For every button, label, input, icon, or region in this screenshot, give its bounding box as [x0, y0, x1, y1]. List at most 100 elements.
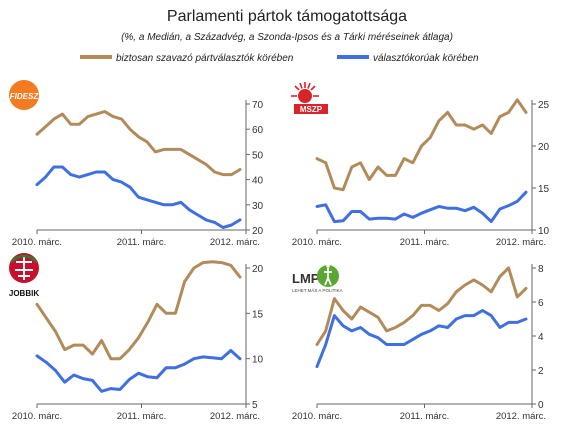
- mszp-logo-bar: [294, 104, 328, 114]
- jobbik-data-point-decided-voters: [91, 353, 94, 355]
- mszp-data-point-all-adults: [368, 218, 371, 221]
- jobbik-x-tick-label: 2012. márc.: [210, 411, 260, 422]
- mszp-data-point-all-adults: [472, 206, 475, 209]
- jobbik-data-point-decided-voters: [174, 312, 177, 315]
- fidesz-data-point-all-adults: [188, 208, 191, 211]
- jobbik-data-point-all-adults: [229, 349, 232, 352]
- lmp-x-tick-label: 2010. márc.: [292, 411, 342, 422]
- lmp-data-point-all-adults: [342, 324, 344, 327]
- lmp-data-point-all-adults: [377, 336, 379, 339]
- lmp-data-point-decided-voters: [316, 343, 318, 346]
- fidesz-data-point-all-adults: [120, 181, 123, 184]
- mszp-data-point-all-adults: [481, 212, 484, 215]
- lmp-data-point-all-adults: [316, 365, 318, 368]
- lmp-y-tick-label: 2: [538, 366, 544, 377]
- jobbik-data-point-all-adults: [63, 381, 66, 384]
- lmp-data-point-decided-voters: [333, 297, 336, 300]
- jobbik-data-point-decided-voters: [156, 303, 158, 306]
- fidesz-data-point-all-adults: [61, 166, 64, 168]
- lmp-data-point-decided-voters: [429, 304, 432, 307]
- jobbik-logo: JOBBIK: [9, 253, 39, 298]
- fidesz-y-tick-label: 50: [252, 150, 264, 161]
- jobbik-data-point-decided-voters: [193, 267, 195, 269]
- lmp-data-point-decided-voters: [438, 309, 440, 312]
- lmp-data-point-decided-voters: [446, 302, 449, 305]
- lmp-logo-caption: LEHET MÁS A POLITIKA: [292, 287, 343, 293]
- mszp-data-point-decided-voters: [324, 161, 327, 164]
- chart-title: Parlamenti pártok támogatottsága: [167, 8, 407, 25]
- fidesz-y-tick-label: 30: [252, 201, 264, 212]
- fidesz-data-point-all-adults: [213, 221, 216, 224]
- fidesz-data-point-all-adults: [171, 203, 174, 206]
- mszp-data-point-all-adults: [403, 213, 405, 215]
- mszp-data-point-decided-voters: [525, 111, 527, 114]
- fidesz-data-point-decided-voters: [213, 171, 216, 173]
- jobbik-data-point-all-adults: [100, 390, 103, 393]
- jobbik-data-point-all-adults: [54, 369, 57, 372]
- jobbik-data-point-all-adults: [82, 377, 84, 380]
- mszp-logo: MSZP: [291, 82, 328, 114]
- legend: biztosan szavazó pártválasztók körében v…: [80, 53, 479, 64]
- lmp-data-point-all-adults: [438, 324, 440, 327]
- jobbik-data-point-all-adults: [156, 376, 158, 379]
- mszp-data-point-all-adults: [359, 210, 362, 213]
- mszp-data-point-all-adults: [420, 212, 423, 215]
- mszp-data-point-all-adults: [499, 208, 501, 210]
- jobbik-data-point-all-adults: [45, 361, 48, 364]
- fidesz-data-point-decided-voters: [61, 113, 64, 115]
- mszp-data-point-all-adults: [446, 207, 449, 210]
- lmp-data-point-all-adults: [481, 309, 484, 312]
- lmp-series-line-all-adults: [315, 309, 528, 369]
- jobbik-data-point-all-adults: [119, 388, 121, 391]
- mszp-data-point-all-adults: [377, 217, 379, 220]
- jobbik-data-point-decided-voters: [100, 339, 103, 342]
- jobbik-data-point-all-adults: [211, 356, 214, 359]
- mszp-series-line-all-adults: [315, 190, 528, 224]
- mszp-data-point-all-adults: [316, 205, 318, 208]
- jobbik-data-point-decided-voters: [146, 321, 149, 324]
- fidesz-data-point-all-adults: [205, 219, 208, 221]
- jobbik-data-point-all-adults: [73, 374, 75, 376]
- lmp-data-point-decided-voters: [490, 290, 493, 293]
- mszp-data-point-all-adults: [385, 217, 388, 220]
- fidesz-data-point-decided-voters: [146, 140, 148, 143]
- lmp-data-point-decided-voters: [411, 314, 414, 317]
- fidesz-y-tick-label: 40: [252, 176, 264, 187]
- fidesz-data-point-decided-voters: [137, 135, 140, 138]
- chart-subtitle: (%, a Medián, a Századvég, a Szonda-Ipso…: [121, 32, 453, 43]
- fidesz-data-point-decided-voters: [196, 158, 199, 161]
- lmp-logo-text: LMP: [292, 271, 320, 286]
- fidesz-logo: FIDESZ: [9, 80, 39, 110]
- jobbik-data-point-decided-voters: [36, 303, 38, 306]
- fidesz-data-point-decided-voters: [188, 153, 191, 156]
- mszp-data-point-decided-voters: [403, 157, 405, 160]
- mszp-logo-text: MSZP: [300, 105, 323, 114]
- mszp-data-point-all-adults: [438, 205, 440, 208]
- fidesz-data-point-decided-voters: [120, 118, 123, 120]
- fidesz-data-point-all-adults: [78, 176, 81, 179]
- jobbik-data-point-decided-voters: [73, 344, 75, 346]
- fidesz-data-point-decided-voters: [36, 133, 38, 136]
- jobbik-logo-text: JOBBIK: [9, 289, 39, 298]
- mszp-data-point-decided-voters: [455, 124, 458, 126]
- lmp-data-point-decided-voters: [516, 296, 519, 298]
- jobbik-data-point-all-adults: [202, 356, 205, 358]
- lmp-data-point-all-adults: [403, 343, 405, 346]
- lmp-y-tick-label: 6: [538, 298, 544, 309]
- fidesz-data-point-all-adults: [179, 201, 182, 204]
- lmp-data-point-all-adults: [464, 314, 466, 317]
- fidesz-data-point-all-adults: [129, 186, 131, 189]
- lmp-data-point-decided-voters: [394, 326, 397, 329]
- lmp-data-point-decided-voters: [403, 321, 405, 324]
- lmp-data-point-decided-voters: [342, 309, 344, 312]
- lmp-data-point-all-adults: [516, 321, 519, 324]
- lmp-data-point-all-adults: [324, 343, 327, 346]
- lmp-data-point-all-adults: [507, 321, 510, 324]
- lmp-data-point-decided-voters: [525, 287, 527, 290]
- fidesz-data-point-all-adults: [230, 224, 233, 226]
- mszp-data-point-decided-voters: [499, 115, 501, 118]
- jobbik-data-point-all-adults: [137, 372, 140, 375]
- fidesz-data-point-all-adults: [86, 173, 89, 176]
- fidesz-data-point-decided-voters: [205, 163, 208, 166]
- lmp-data-point-all-adults: [420, 333, 423, 336]
